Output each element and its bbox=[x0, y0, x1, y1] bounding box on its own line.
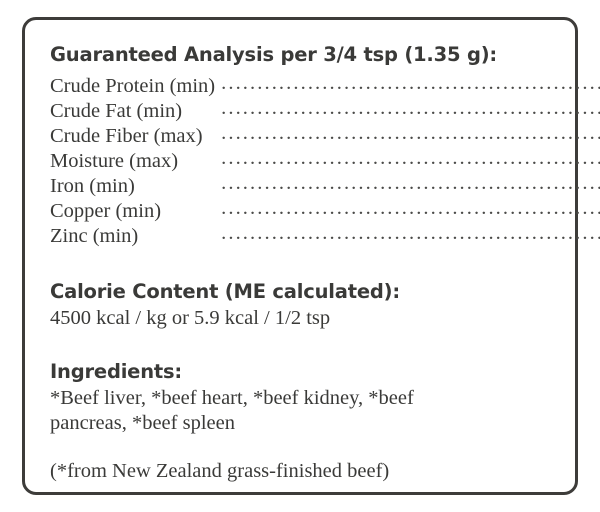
nutrition-label-card: Guaranteed Analysis per 3/4 tsp (1.35 g)… bbox=[22, 17, 600, 495]
table-row: Crude Protein (min) ....................… bbox=[50, 75, 600, 100]
table-row: Crude Fiber (max) ......................… bbox=[50, 125, 600, 150]
dot-leader-dots: ........................................… bbox=[221, 175, 600, 194]
nutrient-label: Crude Fat (min) bbox=[50, 100, 183, 122]
dot-leader-dots: ........................................… bbox=[221, 125, 600, 144]
dot-leader: ........................................… bbox=[221, 175, 600, 200]
dot-leader: ........................................… bbox=[221, 150, 600, 175]
nutrient-label: Zinc (min) bbox=[50, 225, 139, 247]
nutrient-label: Crude Protein (min) bbox=[50, 75, 216, 97]
nutrient-label: Copper (min) bbox=[50, 200, 162, 222]
calorie-content-value: 4500 kcal / kg or 5.9 kcal / 1/2 tsp bbox=[50, 307, 331, 329]
dot-leader: ........................................… bbox=[221, 100, 600, 125]
dot-leader-dots: ........................................… bbox=[221, 225, 600, 244]
nutrient-label: Moisture (max) bbox=[50, 150, 179, 172]
ingredients-section: Ingredients: *Beef liver, *beef heart, *… bbox=[50, 360, 556, 436]
table-row: Zinc (min) .............................… bbox=[50, 225, 600, 250]
dot-leader-dots: ........................................… bbox=[221, 200, 600, 219]
ingredients-heading: Ingredients: bbox=[50, 360, 183, 383]
dot-leader: ........................................… bbox=[221, 125, 600, 150]
table-row: Iron (min) .............................… bbox=[50, 175, 600, 200]
dot-leader: ........................................… bbox=[221, 75, 600, 100]
dot-leader-dots: ........................................… bbox=[221, 75, 600, 94]
table-row: Copper (min) ...........................… bbox=[50, 200, 600, 225]
dot-leader-dots: ........................................… bbox=[221, 100, 600, 119]
dot-leader-dots: ........................................… bbox=[221, 150, 600, 169]
calorie-content-heading: Calorie Content (ME calculated): bbox=[50, 280, 400, 303]
dot-leader: ........................................… bbox=[221, 225, 600, 250]
guaranteed-analysis-heading: Guaranteed Analysis per 3/4 tsp (1.35 g)… bbox=[50, 43, 498, 66]
nutrient-label: Crude Fiber (max) bbox=[50, 125, 203, 147]
table-row: Crude Fat (min) ........................… bbox=[50, 100, 600, 125]
ingredients-list: *Beef liver, *beef heart, *beef kidney, … bbox=[50, 387, 414, 434]
dot-leader: ........................................… bbox=[221, 200, 600, 225]
source-footnote: (*from New Zealand grass-finished beef) bbox=[50, 459, 390, 482]
nutrient-label: Iron (min) bbox=[50, 175, 135, 197]
guaranteed-analysis-table: Crude Protein (min) ....................… bbox=[50, 75, 600, 250]
label-content: Guaranteed Analysis per 3/4 tsp (1.35 g)… bbox=[50, 43, 600, 483]
calorie-content-section: Calorie Content (ME calculated): 4500 kc… bbox=[50, 280, 556, 330]
table-row: Moisture (max) .........................… bbox=[50, 150, 600, 175]
